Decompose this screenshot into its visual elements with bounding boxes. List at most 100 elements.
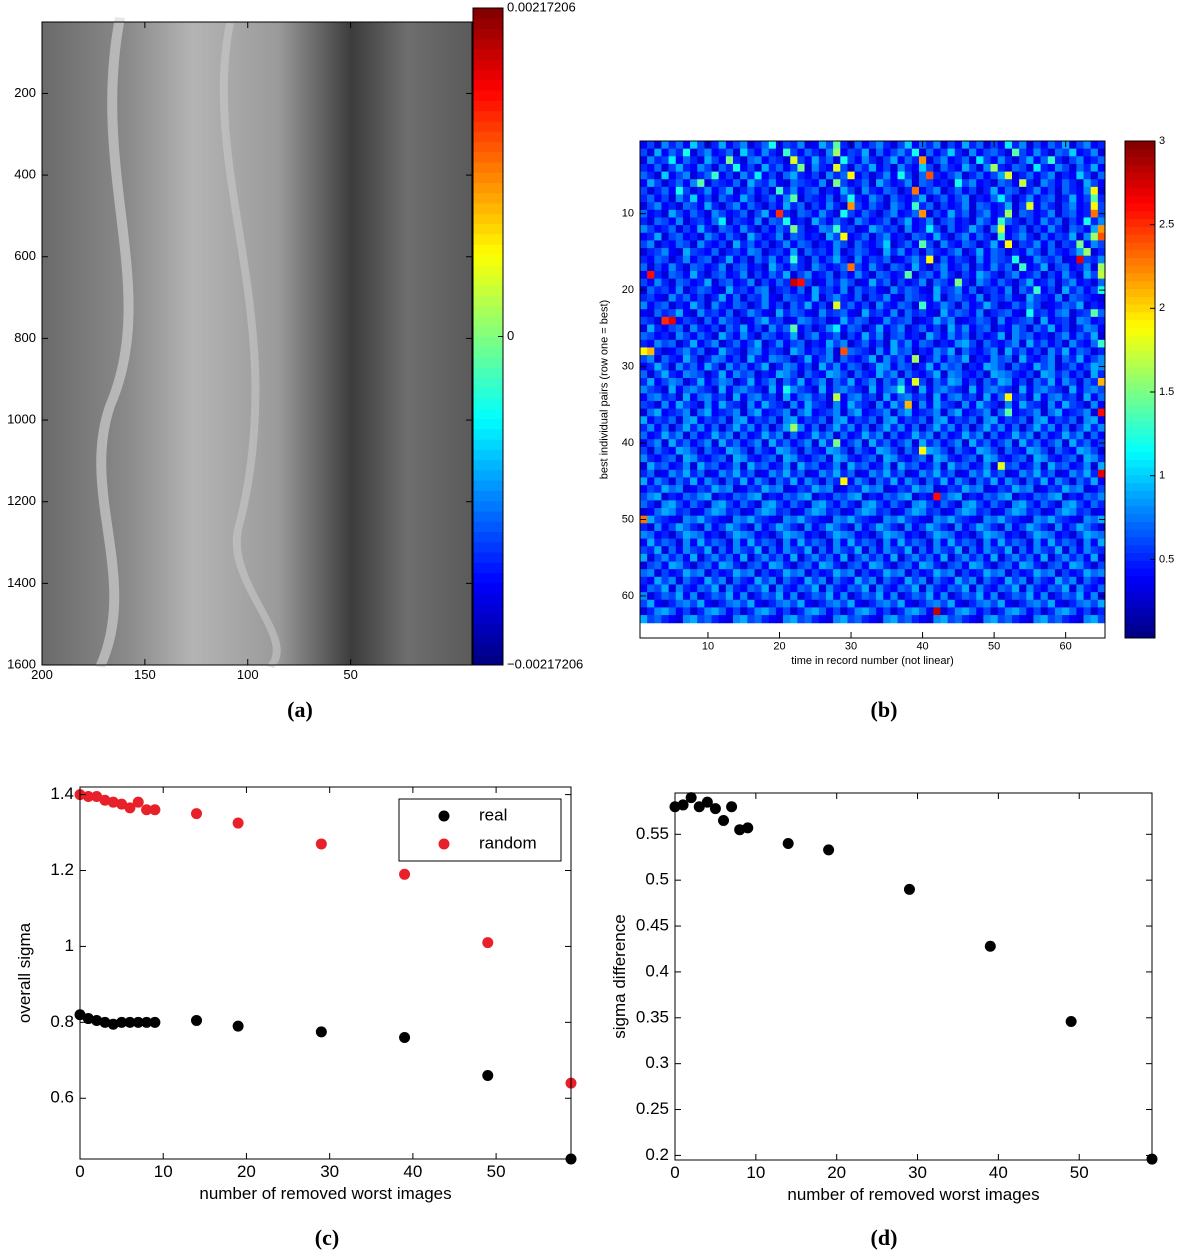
heatmap-cell xyxy=(904,270,913,280)
heatmap-cell xyxy=(947,599,956,608)
heatmap-cell xyxy=(976,607,984,616)
heatmap-cell xyxy=(840,339,848,348)
heatmap-cell xyxy=(1076,508,1084,517)
heatmap-cell xyxy=(761,248,770,257)
heatmap-cell xyxy=(868,301,877,310)
heatmap-cell xyxy=(990,324,998,333)
heatmap-cell xyxy=(668,324,677,333)
heatmap-cell xyxy=(1054,332,1063,341)
heatmap-cell xyxy=(733,293,741,303)
heatmap-cell xyxy=(861,546,870,555)
heatmap-cell xyxy=(961,523,970,532)
heatmap-cell xyxy=(647,202,655,211)
heatmap-cell xyxy=(733,454,741,463)
heatmap-cell xyxy=(704,255,712,264)
heatmap-cell xyxy=(1076,569,1084,578)
heatmap-cell xyxy=(933,186,941,196)
heatmap-cell xyxy=(661,355,669,364)
heatmap-cell xyxy=(783,232,791,241)
heatmap-cell xyxy=(847,209,855,219)
heatmap-cell xyxy=(790,316,798,326)
heatmap-cell xyxy=(1047,217,1056,226)
heatmap-cell xyxy=(954,607,963,616)
heatmap-cell xyxy=(1054,538,1063,547)
heatmap-cell xyxy=(733,202,741,211)
heatmap-cell xyxy=(933,156,941,165)
heatmap-cell xyxy=(768,500,777,509)
heatmap-cell xyxy=(661,508,669,517)
heatmap-cell xyxy=(990,362,998,371)
heatmap-cell xyxy=(747,355,755,364)
heatmap-cell xyxy=(1033,492,1041,501)
heatmap-cell xyxy=(654,439,662,448)
heatmap-cell xyxy=(990,546,998,555)
heatmap-cell xyxy=(961,446,970,456)
heatmap-cell xyxy=(675,592,684,601)
heatmap-cell xyxy=(847,615,855,624)
heatmap-cell xyxy=(768,446,777,456)
heatmap-cell xyxy=(1047,278,1056,287)
heatmap-cell xyxy=(876,202,884,211)
heatmap-cell xyxy=(1040,530,1049,540)
heatmap-cell xyxy=(1012,523,1020,532)
heatmap-cell xyxy=(682,561,691,570)
heatmap-cell xyxy=(775,553,784,563)
heatmap-cell xyxy=(682,316,691,326)
heatmap-cell xyxy=(976,561,984,570)
heatmap-cell xyxy=(733,538,741,547)
heatmap-cell xyxy=(854,362,863,371)
heatmap-cell xyxy=(1062,446,1070,456)
data-point xyxy=(99,1016,111,1028)
heatmap-cell xyxy=(954,255,963,264)
heatmap-cell xyxy=(768,378,777,387)
heatmap-cell xyxy=(804,248,812,257)
heatmap-cell xyxy=(1040,385,1049,394)
heatmap-cell xyxy=(976,225,984,234)
heatmap-cell xyxy=(940,607,948,616)
heatmap-cell xyxy=(640,454,648,463)
heatmap-cell xyxy=(768,393,777,402)
heatmap-cell xyxy=(976,263,984,272)
heatmap-cell xyxy=(840,385,848,394)
heatmap-cell xyxy=(890,339,898,348)
heatmap-cell xyxy=(861,477,870,486)
heatmap-cell xyxy=(690,370,698,379)
heatmap-cell xyxy=(904,255,913,264)
heatmap-cell xyxy=(647,355,655,364)
heatmap-cell xyxy=(840,523,848,532)
heatmap-cell xyxy=(1083,217,1091,226)
heatmap-cell xyxy=(997,416,1006,425)
heatmap-cell xyxy=(733,561,741,570)
heatmap-cell xyxy=(890,378,898,387)
heatmap-cell xyxy=(1097,385,1106,394)
heatmap-cell xyxy=(961,385,970,394)
heatmap-cell xyxy=(983,469,991,478)
heatmap-cell xyxy=(1019,248,1027,257)
heatmap-cell xyxy=(1040,492,1049,501)
heatmap-cell xyxy=(783,270,791,280)
heatmap-cell xyxy=(847,194,855,203)
heatmap-cell xyxy=(704,454,712,463)
heatmap-cell xyxy=(897,163,905,173)
heatmap-cell xyxy=(1076,186,1084,196)
heatmap-cell xyxy=(747,339,755,348)
heatmap-cell xyxy=(1083,523,1091,532)
data-point xyxy=(124,802,136,814)
heatmap-cell xyxy=(811,293,820,303)
heatmap-cell xyxy=(890,309,898,318)
heatmap-cell xyxy=(883,232,891,241)
heatmap-cell xyxy=(711,309,719,318)
heatmap-cell xyxy=(761,347,770,356)
heatmap-cell xyxy=(1004,209,1013,219)
heatmap-cell xyxy=(969,324,977,333)
heatmap-cell xyxy=(840,309,848,318)
heatmap-cell xyxy=(911,469,920,478)
heatmap-cell xyxy=(783,378,791,387)
heatmap-cell xyxy=(697,347,705,356)
data-point xyxy=(107,1018,119,1030)
heatmap-cell xyxy=(804,408,812,417)
heatmap-cell xyxy=(740,263,748,272)
heatmap-cell xyxy=(733,141,741,150)
heatmap-cell xyxy=(675,485,684,494)
heatmap-cell xyxy=(990,194,998,203)
